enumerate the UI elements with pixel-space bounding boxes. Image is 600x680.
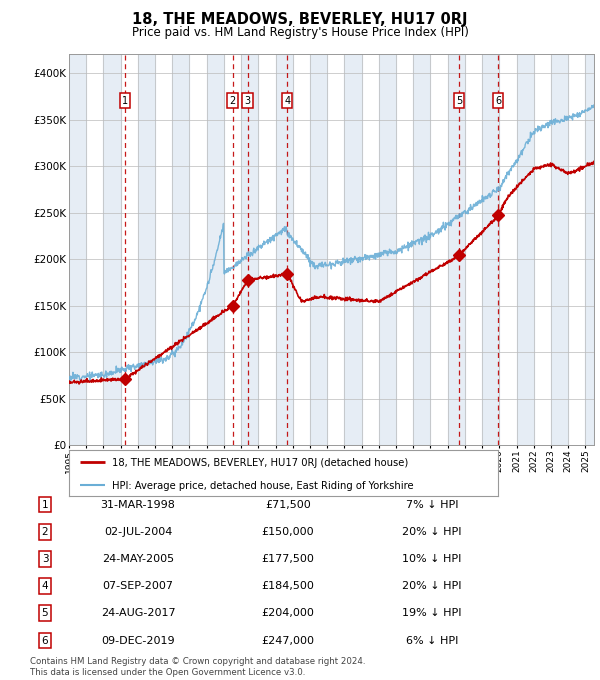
Text: Price paid vs. HM Land Registry's House Price Index (HPI): Price paid vs. HM Land Registry's House …	[131, 26, 469, 39]
Text: 5: 5	[456, 95, 462, 105]
Text: 10% ↓ HPI: 10% ↓ HPI	[403, 554, 461, 564]
Text: 24-AUG-2017: 24-AUG-2017	[101, 609, 175, 618]
Bar	[172, 54, 190, 445]
Bar	[379, 54, 396, 445]
Bar	[448, 54, 465, 445]
Bar	[275, 54, 293, 445]
Text: 3: 3	[41, 554, 49, 564]
Text: 09-DEC-2019: 09-DEC-2019	[101, 636, 175, 645]
Text: 6: 6	[495, 95, 502, 105]
Text: £247,000: £247,000	[262, 636, 314, 645]
Text: 4: 4	[41, 581, 49, 591]
Text: 3: 3	[245, 95, 251, 105]
Text: 20% ↓ HPI: 20% ↓ HPI	[402, 527, 462, 537]
Bar	[413, 54, 430, 445]
Text: HPI: Average price, detached house, East Riding of Yorkshire: HPI: Average price, detached house, East…	[112, 481, 413, 491]
Bar	[207, 54, 224, 445]
Text: 24-MAY-2005: 24-MAY-2005	[102, 554, 174, 564]
Text: £184,500: £184,500	[262, 581, 314, 591]
Text: £177,500: £177,500	[262, 554, 314, 564]
Text: 6% ↓ HPI: 6% ↓ HPI	[406, 636, 458, 645]
Text: Contains HM Land Registry data © Crown copyright and database right 2024.
This d: Contains HM Land Registry data © Crown c…	[30, 657, 365, 677]
Text: £71,500: £71,500	[265, 500, 311, 509]
Text: £150,000: £150,000	[262, 527, 314, 537]
Text: 20% ↓ HPI: 20% ↓ HPI	[402, 581, 462, 591]
Text: 31-MAR-1998: 31-MAR-1998	[101, 500, 175, 509]
Text: 1: 1	[41, 500, 49, 509]
Text: 2: 2	[229, 95, 236, 105]
Text: 18, THE MEADOWS, BEVERLEY, HU17 0RJ: 18, THE MEADOWS, BEVERLEY, HU17 0RJ	[132, 12, 468, 27]
Bar	[344, 54, 362, 445]
Text: 2: 2	[41, 527, 49, 537]
Text: 5: 5	[41, 609, 49, 618]
Text: 02-JUL-2004: 02-JUL-2004	[104, 527, 172, 537]
Bar	[241, 54, 259, 445]
Bar	[482, 54, 499, 445]
Text: 18, THE MEADOWS, BEVERLEY, HU17 0RJ (detached house): 18, THE MEADOWS, BEVERLEY, HU17 0RJ (det…	[112, 458, 408, 468]
Bar	[551, 54, 568, 445]
Bar	[138, 54, 155, 445]
Text: 1: 1	[122, 95, 128, 105]
Text: 4: 4	[284, 95, 290, 105]
Bar	[69, 54, 86, 445]
Text: 6: 6	[41, 636, 49, 645]
Bar	[517, 54, 534, 445]
Text: £204,000: £204,000	[262, 609, 314, 618]
Bar	[586, 54, 594, 445]
Text: 19% ↓ HPI: 19% ↓ HPI	[402, 609, 462, 618]
Text: 07-SEP-2007: 07-SEP-2007	[103, 581, 173, 591]
Text: 7% ↓ HPI: 7% ↓ HPI	[406, 500, 458, 509]
Bar	[310, 54, 327, 445]
Bar	[103, 54, 121, 445]
